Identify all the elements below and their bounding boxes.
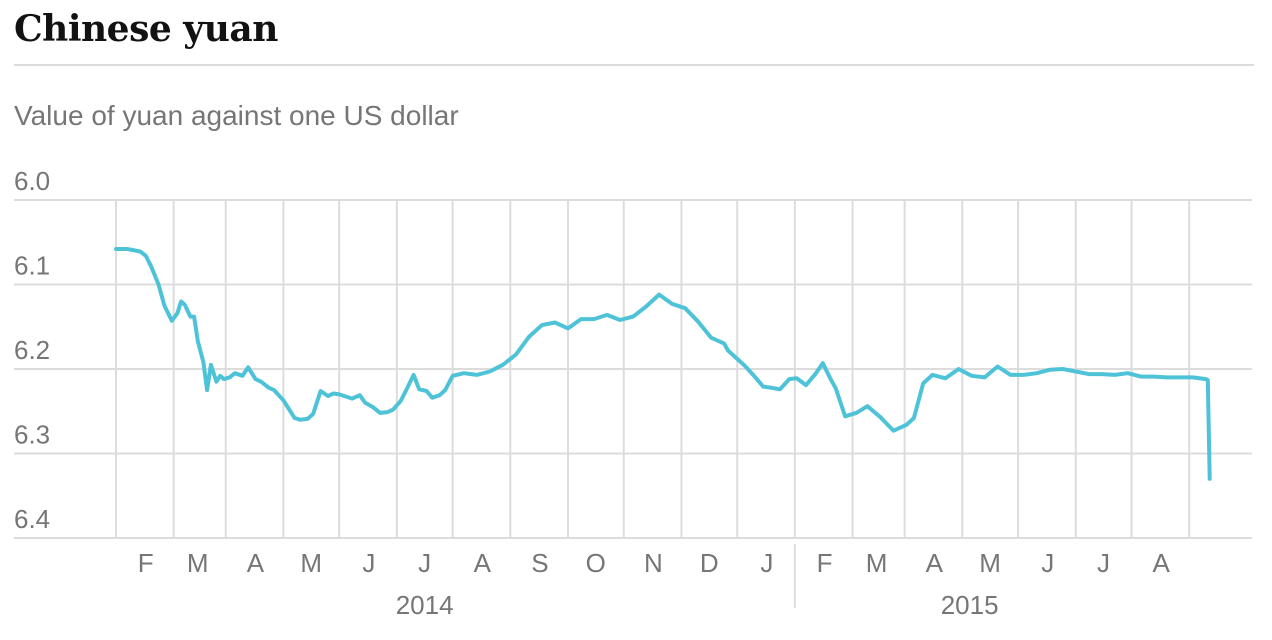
x-tick-label: M (300, 548, 322, 578)
year-labels: 2014 2015 (396, 590, 999, 620)
x-tick-label: J (418, 548, 431, 578)
x-gridlines (115, 200, 1191, 608)
x-tick-label: N (644, 548, 663, 578)
x-tick-label: A (1153, 548, 1171, 578)
x-tick-label: J (1097, 548, 1110, 578)
title-divider (14, 64, 1254, 66)
y-tick-labels: 6.0 6.1 6.2 6.3 6.4 (14, 166, 50, 534)
series-line (114, 247, 1212, 481)
y-tick-label: 6.2 (14, 335, 50, 365)
x-tick-label: J (760, 548, 773, 578)
series-group (114, 247, 1212, 481)
x-tick-label: A (247, 548, 265, 578)
year-label: 2015 (941, 590, 999, 620)
chart-subtitle: Value of yuan against one US dollar (14, 100, 459, 131)
x-tick-label: O (586, 548, 606, 578)
y-tick-label: 6.4 (14, 504, 50, 534)
x-tick-label: M (187, 548, 209, 578)
y-tick-label: 6.0 (14, 166, 50, 196)
x-tick-label: M (866, 548, 888, 578)
x-tick-label: F (138, 548, 154, 578)
x-tick-label: D (700, 548, 719, 578)
y-tick-label: 6.1 (14, 251, 50, 281)
x-tick-label: S (531, 548, 548, 578)
x-tick-label: M (979, 548, 1001, 578)
x-tick-label: J (362, 548, 375, 578)
x-tick-label: A (474, 548, 492, 578)
y-tick-label: 6.3 (14, 420, 50, 450)
chart-title: Chinese yuan (14, 8, 278, 50)
x-tick-label: F (817, 548, 833, 578)
x-tick-label: A (926, 548, 944, 578)
year-label: 2014 (396, 590, 454, 620)
x-tick-label: J (1041, 548, 1054, 578)
